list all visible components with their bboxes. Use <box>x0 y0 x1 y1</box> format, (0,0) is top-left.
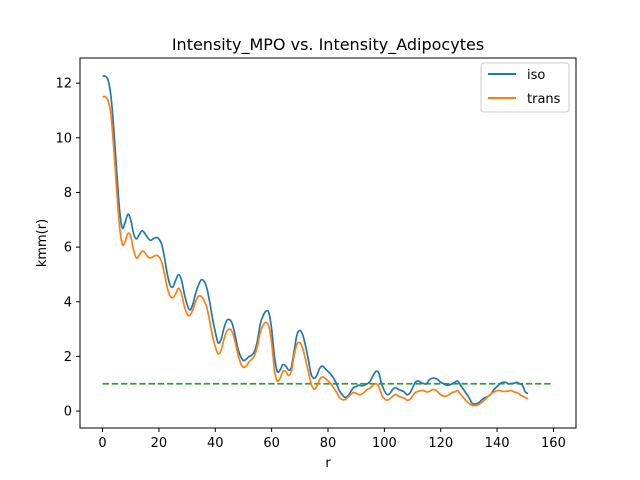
series-layer <box>102 75 554 407</box>
y-tick-label: 0 <box>64 405 72 420</box>
y-tick-label: 12 <box>55 77 72 92</box>
x-axis: 0 20 40 60 80 100 120 140 160 <box>98 428 566 451</box>
x-tick-label: 140 <box>485 436 510 451</box>
series-line-trans <box>102 95 529 407</box>
y-tick-label: 6 <box>64 241 72 256</box>
y-axis-label: kmm(r) <box>35 219 50 267</box>
x-tick-label: 40 <box>207 436 224 451</box>
y-tick-label: 8 <box>64 186 72 201</box>
legend: iso trans <box>480 62 570 113</box>
x-tick-label: 100 <box>372 436 397 451</box>
x-axis-label: r <box>325 456 331 471</box>
x-tick-label: 80 <box>320 436 337 451</box>
legend-label-iso: iso <box>527 68 545 83</box>
legend-label-trans: trans <box>527 92 561 107</box>
x-tick-label: 20 <box>151 436 168 451</box>
y-tick-label: 2 <box>64 350 72 365</box>
chart-title: Intensity_MPO vs. Intensity_Adipocytes <box>172 35 484 55</box>
plot-area <box>79 57 577 429</box>
y-tick-label: 4 <box>64 295 72 310</box>
series-line-iso <box>102 75 529 406</box>
legend-box <box>480 62 570 113</box>
y-axis: 0 2 4 6 8 10 12 <box>55 77 80 420</box>
x-tick-label: 0 <box>98 436 106 451</box>
y-tick-label: 10 <box>55 131 72 146</box>
x-tick-label: 120 <box>428 436 453 451</box>
x-tick-label: 60 <box>263 436 280 451</box>
x-tick-label: 160 <box>541 436 566 451</box>
